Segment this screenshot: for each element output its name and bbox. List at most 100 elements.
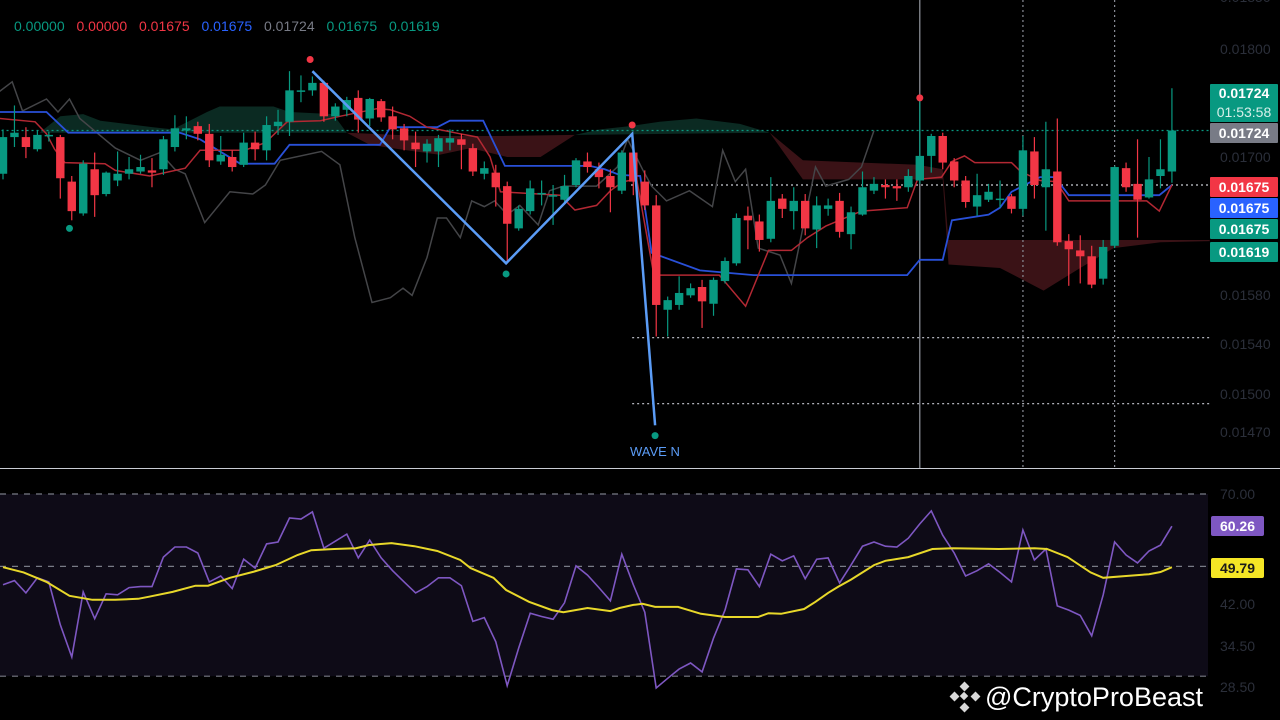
rsi-tick-label: 70.00 (1220, 486, 1256, 502)
candle-body (881, 185, 890, 188)
candle (136, 154, 145, 174)
candle (468, 143, 478, 176)
candle (972, 173, 982, 216)
candle (250, 131, 260, 161)
legend-value: 0.01675 (201, 18, 253, 34)
binance-logo-icon (949, 681, 981, 713)
candle (113, 151, 122, 187)
candle-body (491, 172, 500, 188)
candle-body (915, 155, 924, 181)
candle-body (331, 106, 340, 117)
candle-body (216, 154, 225, 162)
candle (331, 103, 340, 121)
candle (319, 80, 329, 122)
candle-body (629, 152, 638, 182)
candle (90, 152, 99, 217)
price-tick-label: 0.01850 (1220, 0, 1271, 5)
candle (835, 192, 844, 238)
candle-body (778, 198, 787, 209)
candle-body (640, 181, 649, 206)
candle (1144, 157, 1154, 199)
candle-body (1076, 250, 1085, 257)
candle (1167, 88, 1177, 183)
candle-body (1087, 256, 1096, 285)
candle-body (503, 186, 512, 224)
candle-body (44, 134, 54, 137)
candle-body (193, 126, 203, 134)
price-tick-label: 0.01500 (1220, 385, 1271, 402)
candle-body (972, 195, 982, 207)
candle-body (33, 134, 42, 150)
candle (755, 214, 764, 252)
legend-value: 0.01619 (389, 18, 440, 34)
candle (961, 175, 970, 208)
candle (514, 205, 523, 231)
candle (365, 97, 374, 127)
candle-body (709, 279, 718, 304)
candle (1098, 239, 1108, 285)
watermark: @CryptoProBeast (949, 680, 1203, 714)
candle-body (159, 139, 168, 170)
candle-body (548, 195, 558, 197)
candle (1076, 235, 1085, 284)
candle-body (250, 142, 260, 150)
candle (44, 131, 54, 142)
watermark-text: @CryptoProBeast (985, 681, 1203, 712)
legend-value: 0.00000 (14, 18, 65, 34)
candle-body (766, 200, 776, 239)
candle-body (0, 137, 8, 174)
candle-body (835, 200, 844, 232)
candle (21, 127, 31, 159)
candle (205, 123, 214, 168)
candle (159, 135, 168, 175)
bar-countdown: 01:53:58 (1216, 104, 1272, 120)
candle-body (755, 221, 764, 240)
candle (354, 90, 363, 133)
candle (663, 296, 672, 337)
candle-body (101, 172, 111, 195)
rsi-ma-badge: 49.79 (1211, 558, 1264, 578)
rsi-pane (0, 493, 1208, 690)
candle (617, 150, 627, 195)
candle-body (617, 152, 627, 191)
candle (445, 129, 455, 151)
candle-body (949, 161, 959, 181)
candle-body (594, 169, 604, 178)
candle (789, 187, 798, 230)
candle (938, 132, 947, 170)
price-tick-label: 0.01800 (1220, 40, 1271, 57)
last-price: 0.01724 (1218, 85, 1270, 101)
price-tick-label: 0.01540 (1220, 335, 1271, 352)
candle-body (399, 128, 409, 141)
candle-body (1018, 150, 1028, 209)
candle-body (686, 288, 695, 296)
candle-body (674, 292, 684, 305)
candle (228, 150, 237, 172)
candle (606, 169, 615, 213)
candle (285, 71, 294, 136)
candle-body (136, 167, 145, 172)
candle (411, 131, 420, 168)
candle (812, 196, 821, 249)
candle-body (560, 186, 569, 200)
candle (823, 198, 833, 216)
candle (686, 283, 695, 298)
candle-body (732, 218, 741, 264)
candle (778, 194, 787, 219)
candle (399, 123, 409, 151)
candle-body (445, 138, 455, 143)
rsi-band-background (0, 494, 1208, 677)
candle-body (124, 169, 134, 174)
candle-body (422, 143, 432, 152)
candle (182, 116, 191, 140)
candle (273, 109, 283, 135)
span-b-badge: 0.01619 (1210, 242, 1278, 262)
pane-separator[interactable] (0, 468, 1280, 469)
candle (1133, 139, 1142, 238)
rsi-tick-label: 28.50 (1220, 679, 1256, 696)
candle (732, 213, 741, 266)
candle (101, 171, 111, 197)
pivot-low-dot (651, 432, 659, 440)
